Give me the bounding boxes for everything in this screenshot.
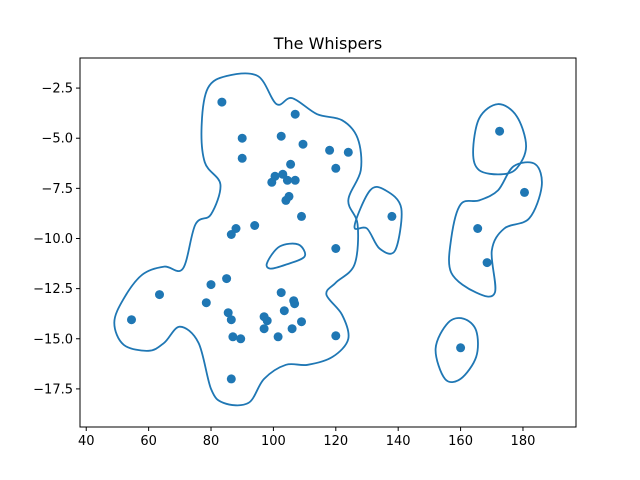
data-point-30: [201, 298, 211, 308]
contour-line-3: [353, 186, 403, 255]
axes-frame: [79, 57, 577, 428]
data-point-7: [325, 145, 335, 155]
data-point-8: [343, 147, 353, 157]
data-point-36: [297, 317, 306, 327]
y-tick-label-neg15: −15.0: [33, 332, 73, 347]
data-point-41: [236, 334, 246, 344]
data-point-39: [259, 324, 269, 334]
data-point-4: [276, 131, 286, 141]
data-point-47: [473, 224, 483, 233]
data-point-45: [495, 126, 505, 136]
data-point-13: [282, 175, 292, 185]
data-point-43: [331, 331, 341, 341]
data-point-3: [237, 133, 247, 143]
contour-line-2: [265, 242, 307, 270]
data-point-37: [127, 315, 136, 325]
data-point-26: [155, 290, 164, 300]
x-tick-label-120: 120: [323, 434, 348, 449]
data-point-1: [217, 97, 227, 107]
data-point-23: [331, 244, 341, 253]
y-tick-label-neg5: −5.0: [41, 132, 73, 147]
data-point-15: [267, 177, 277, 187]
contour-line-6: [434, 317, 479, 384]
y-tick-label-neg17_5: −17.5: [33, 382, 73, 397]
x-tick-label-100: 100: [261, 434, 286, 449]
contour-line-5: [448, 161, 543, 298]
data-point-22: [226, 230, 236, 239]
x-tick-label-40: 40: [78, 434, 95, 449]
data-point-5: [298, 139, 308, 149]
data-point-29: [290, 299, 300, 309]
x-tick-label-160: 160: [448, 434, 473, 449]
data-point-19: [387, 211, 397, 221]
data-point-49: [456, 343, 466, 353]
data-point-27: [276, 288, 286, 298]
x-tick-label-60: 60: [140, 434, 157, 449]
x-tick-label-140: 140: [386, 434, 411, 449]
plot-area: [113, 72, 543, 407]
data-point-18: [297, 211, 306, 221]
chart-title: The Whispers: [273, 34, 383, 53]
x-tick-label-80: 80: [203, 434, 220, 449]
data-point-31: [279, 306, 289, 316]
y-tick-label-neg7_5: −7.5: [41, 182, 73, 197]
contour-line-4: [472, 103, 528, 176]
data-point-32: [223, 308, 233, 318]
data-point-20: [250, 221, 260, 230]
data-point-38: [287, 324, 297, 334]
y-tick-label-neg12_5: −12.5: [33, 282, 73, 297]
data-point-34: [262, 316, 272, 326]
data-point-42: [273, 332, 283, 342]
y-tick-label-neg2_5: −2.5: [41, 82, 73, 97]
data-point-35: [226, 315, 236, 325]
contour-line-1: [113, 72, 363, 407]
data-point-6: [237, 153, 247, 163]
data-point-40: [228, 332, 238, 342]
data-point-17: [281, 195, 291, 205]
data-point-10: [331, 163, 341, 173]
data-point-2: [290, 109, 300, 119]
data-point-14: [290, 175, 300, 185]
data-point-46: [520, 187, 529, 197]
x-tick-label-180: 180: [511, 434, 536, 449]
x-axis: 40 60 80 100 120 140 160 180: [78, 427, 535, 449]
data-point-25: [206, 280, 216, 290]
y-axis: −2.5 −5.0 −7.5 −10.0 −12.5 −15.0 −17.5: [33, 82, 80, 397]
data-point-44: [226, 374, 236, 384]
data-point-9: [286, 159, 296, 169]
y-tick-label-neg10: −10.0: [33, 232, 73, 247]
data-point-24: [222, 274, 232, 284]
data-point-48: [482, 258, 492, 268]
